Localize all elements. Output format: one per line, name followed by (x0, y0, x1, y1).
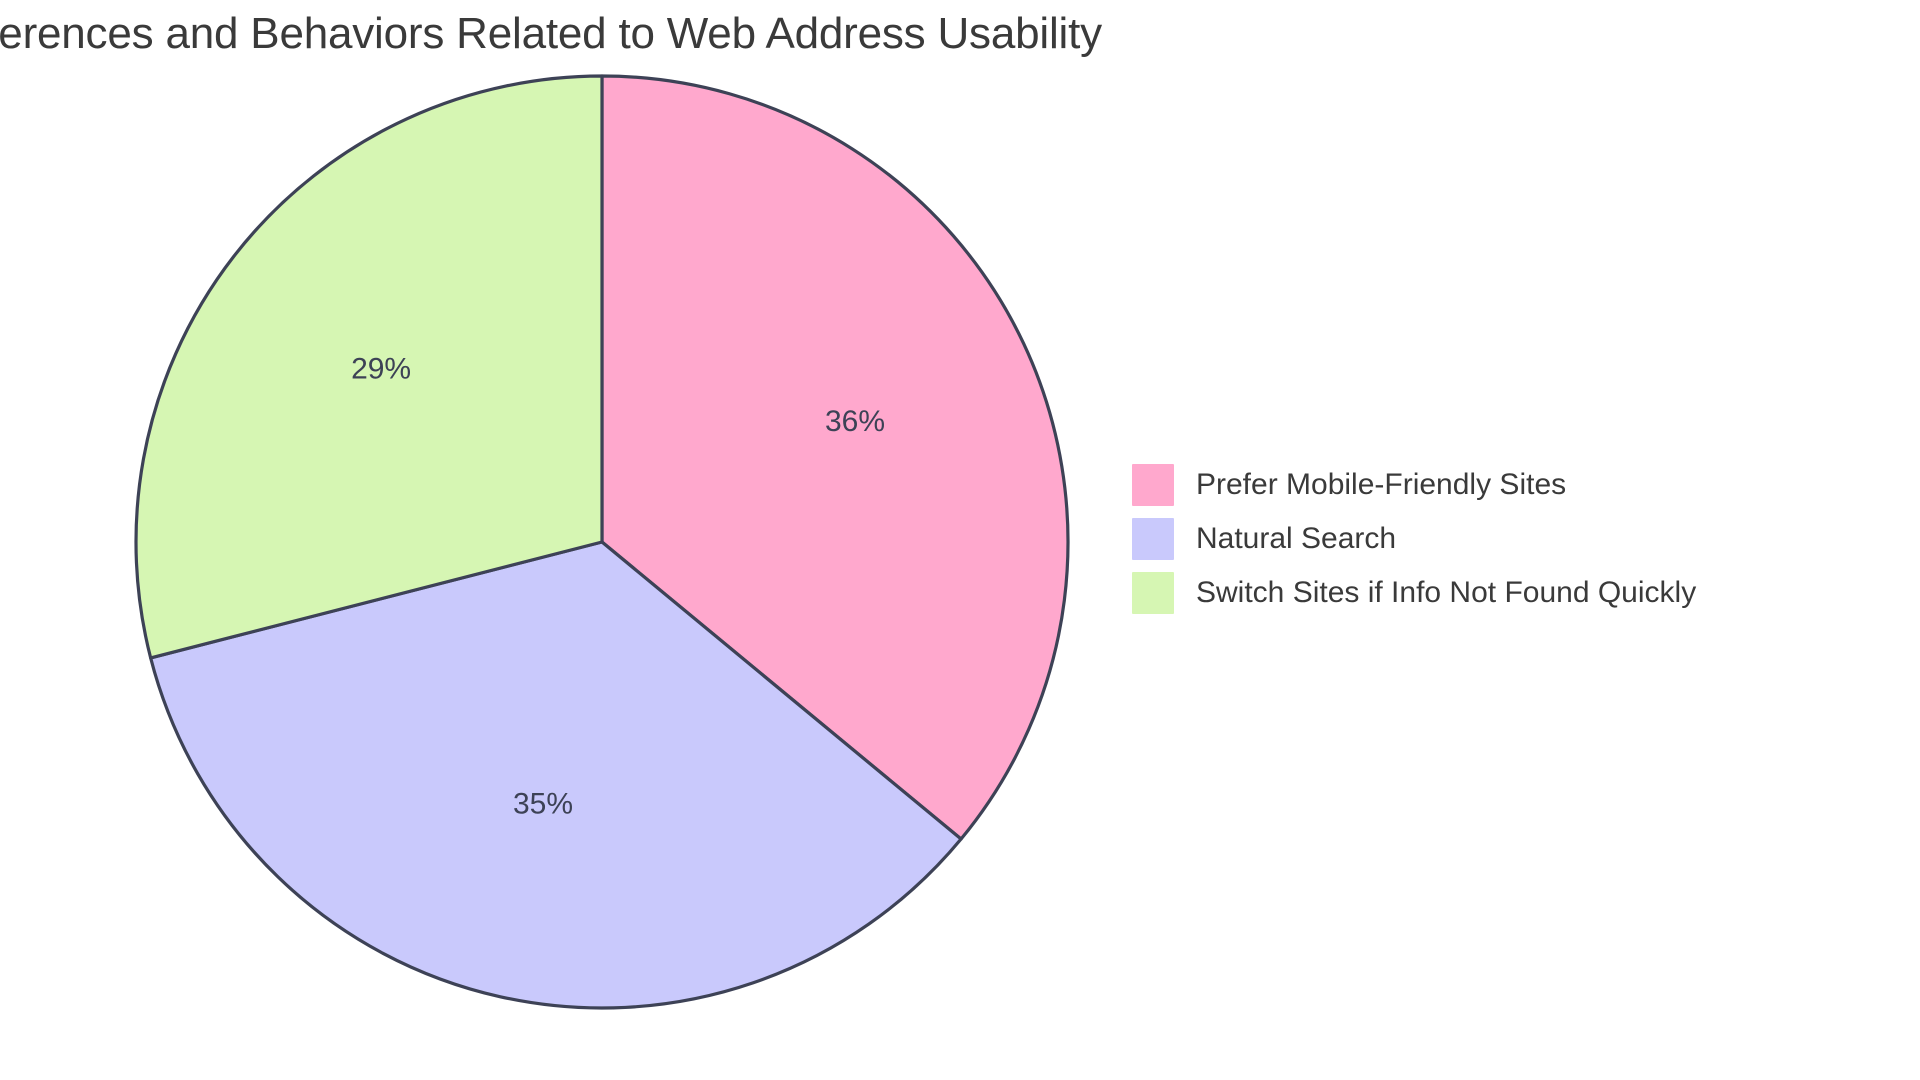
pie-slice-value-label: 29% (351, 353, 411, 386)
pie-slice[interactable] (134, 74, 604, 660)
pie-label-group: 36% 35% 29% (351, 353, 885, 821)
plot-area: 36% 35% 29% Prefer Mobile-Friendly Sites N… (0, 60, 1920, 1080)
pie-slice[interactable] (600, 74, 1070, 841)
legend-label-natural-search: Natural Search (1196, 522, 1397, 555)
legend-swatch-green (1132, 572, 1174, 614)
legend-item-switch-sites-if-info-not-found-quickly[interactable]: Switch Sites if Info Not Found Quickly (1132, 566, 1696, 620)
pie-chart: 36% 35% 29% (134, 74, 1070, 1010)
pie-slice[interactable] (149, 540, 963, 1010)
page-title: eferences and Behaviors Related to Web A… (0, 9, 1102, 58)
chart-legend: Prefer Mobile-Friendly Sites Natural Sea… (1132, 458, 1696, 620)
legend-label-prefer-mobile-friendly-sites: Prefer Mobile-Friendly Sites (1196, 468, 1567, 501)
legend-swatch-pink (1132, 464, 1174, 506)
legend-swatch-lavender (1132, 518, 1174, 560)
pie-slice-value-label: 35% (513, 788, 573, 821)
legend-item-natural-search[interactable]: Natural Search (1132, 512, 1696, 566)
pie-slice-group (134, 74, 1070, 1010)
legend-item-prefer-mobile-friendly-sites[interactable]: Prefer Mobile-Friendly Sites (1132, 458, 1696, 512)
pie-slice-value-label: 36% (825, 405, 885, 438)
legend-label-switch-sites-if-info-not-found-quickly: Switch Sites if Info Not Found Quickly (1196, 576, 1697, 609)
